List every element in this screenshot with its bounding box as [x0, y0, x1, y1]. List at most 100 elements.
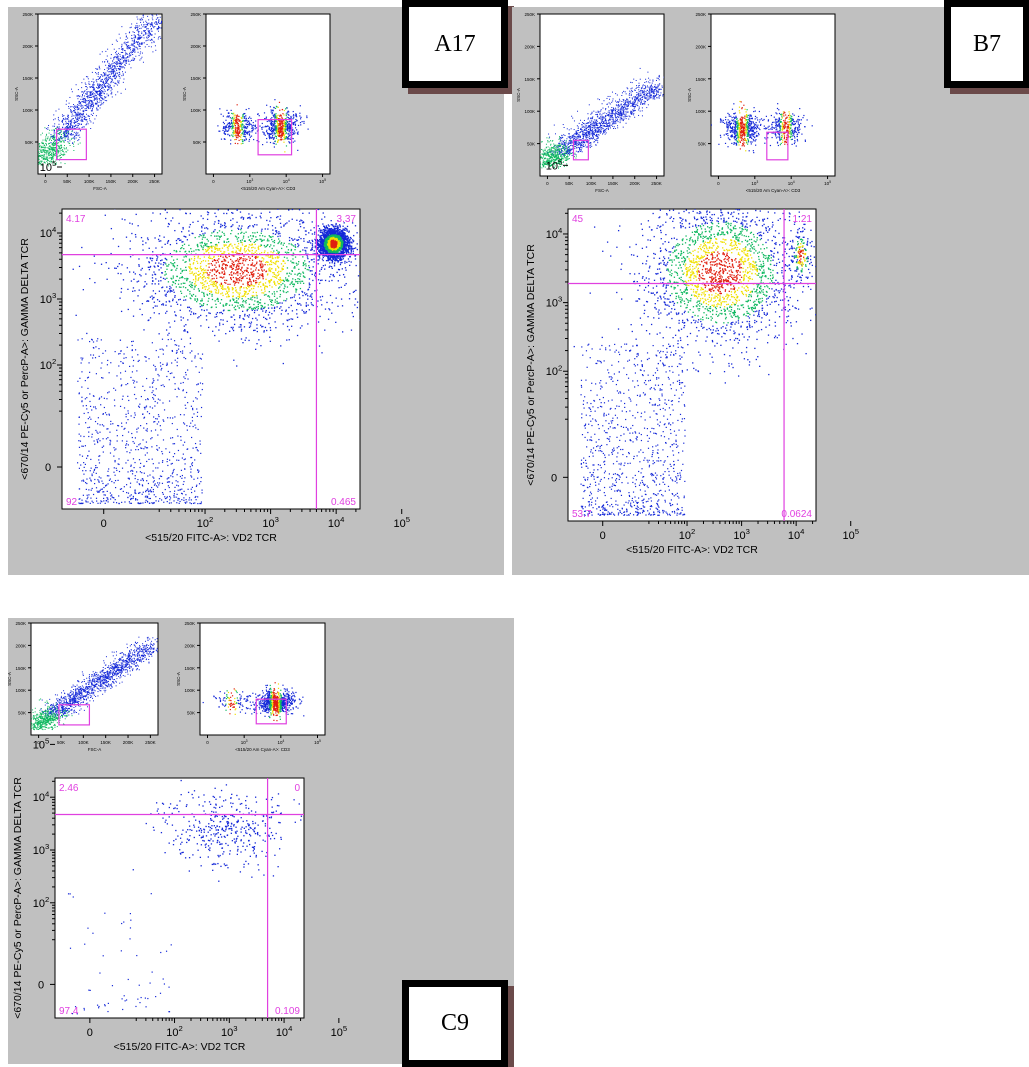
event-point — [295, 113, 297, 115]
event-point — [283, 224, 285, 226]
event-point — [266, 240, 269, 242]
event-point — [286, 339, 288, 341]
event-point — [137, 41, 139, 43]
event-point — [106, 82, 108, 84]
event-point — [189, 266, 191, 268]
event-point — [50, 136, 52, 138]
event-point — [216, 298, 218, 301]
event-point — [220, 223, 222, 226]
event-point — [192, 185, 193, 186]
event-point — [237, 132, 239, 134]
event-point — [245, 231, 247, 233]
event-point — [225, 293, 227, 295]
event-point — [191, 350, 193, 352]
y-tick-label: 150K — [22, 76, 33, 81]
event-point — [110, 68, 112, 70]
event-point — [137, 38, 139, 40]
event-point — [217, 219, 220, 222]
event-point — [73, 110, 75, 112]
event-point — [86, 123, 88, 125]
event-point — [273, 272, 275, 274]
event-point — [268, 235, 270, 237]
event-point — [101, 92, 103, 94]
event-point — [277, 274, 279, 276]
event-point — [279, 222, 282, 225]
event-point — [312, 279, 314, 282]
event-point — [67, 127, 69, 129]
event-point — [278, 130, 280, 132]
event-point — [249, 195, 250, 196]
event-point — [292, 239, 294, 241]
event-point — [245, 250, 248, 252]
event-point — [89, 107, 91, 109]
event-point — [70, 109, 72, 111]
event-point — [111, 96, 113, 98]
event-point — [225, 125, 227, 127]
event-point — [161, 272, 164, 274]
event-point — [287, 123, 289, 126]
event-point — [264, 126, 266, 128]
event-point — [281, 309, 283, 312]
event-point — [75, 134, 77, 136]
event-point — [90, 94, 92, 96]
event-point — [98, 98, 100, 100]
event-point — [157, 21, 159, 23]
event-point — [283, 280, 285, 283]
event-point — [135, 55, 137, 57]
event-point — [48, 155, 50, 157]
event-point — [110, 90, 112, 92]
event-point — [243, 249, 246, 251]
event-point — [46, 143, 48, 145]
event-point — [192, 232, 194, 235]
event-point — [296, 264, 298, 266]
event-point — [279, 114, 282, 116]
event-point — [298, 278, 301, 280]
event-point — [71, 121, 73, 123]
event-point — [31, 165, 32, 166]
event-point — [127, 46, 129, 48]
event-point — [189, 293, 191, 295]
event-point — [207, 274, 209, 276]
event-point — [301, 120, 303, 123]
event-point — [183, 325, 185, 327]
event-point — [185, 261, 187, 263]
event-point — [283, 128, 285, 130]
event-point — [280, 129, 282, 131]
event-point — [226, 320, 228, 323]
event-point — [132, 290, 134, 292]
event-point — [35, 139, 36, 140]
event-point — [95, 90, 97, 92]
event-point — [269, 255, 272, 257]
event-point — [235, 246, 237, 248]
event-point — [210, 246, 212, 248]
event-point — [262, 131, 264, 133]
event-point — [231, 328, 234, 330]
event-point — [203, 294, 205, 296]
event-point — [145, 24, 147, 26]
event-point — [76, 133, 78, 135]
event-point — [160, 22, 162, 24]
event-point — [37, 148, 38, 149]
event-point — [237, 282, 240, 284]
event-point — [71, 88, 73, 90]
event-point — [211, 298, 214, 301]
event-point — [243, 117, 246, 119]
event-point — [109, 75, 111, 77]
event-point — [130, 52, 132, 54]
event-point — [168, 223, 170, 226]
event-point — [196, 243, 199, 246]
event-point — [176, 267, 178, 270]
event-point — [233, 255, 235, 257]
event-point — [203, 283, 205, 286]
event-point — [85, 86, 87, 88]
event-point — [133, 59, 135, 61]
event-point — [51, 136, 53, 138]
event-point — [236, 252, 238, 254]
event-point — [256, 239, 259, 241]
event-point — [124, 57, 126, 59]
event-point — [302, 264, 304, 267]
event-point — [291, 280, 293, 283]
event-point — [46, 150, 48, 152]
event-point — [303, 122, 305, 124]
event-point — [261, 292, 263, 294]
